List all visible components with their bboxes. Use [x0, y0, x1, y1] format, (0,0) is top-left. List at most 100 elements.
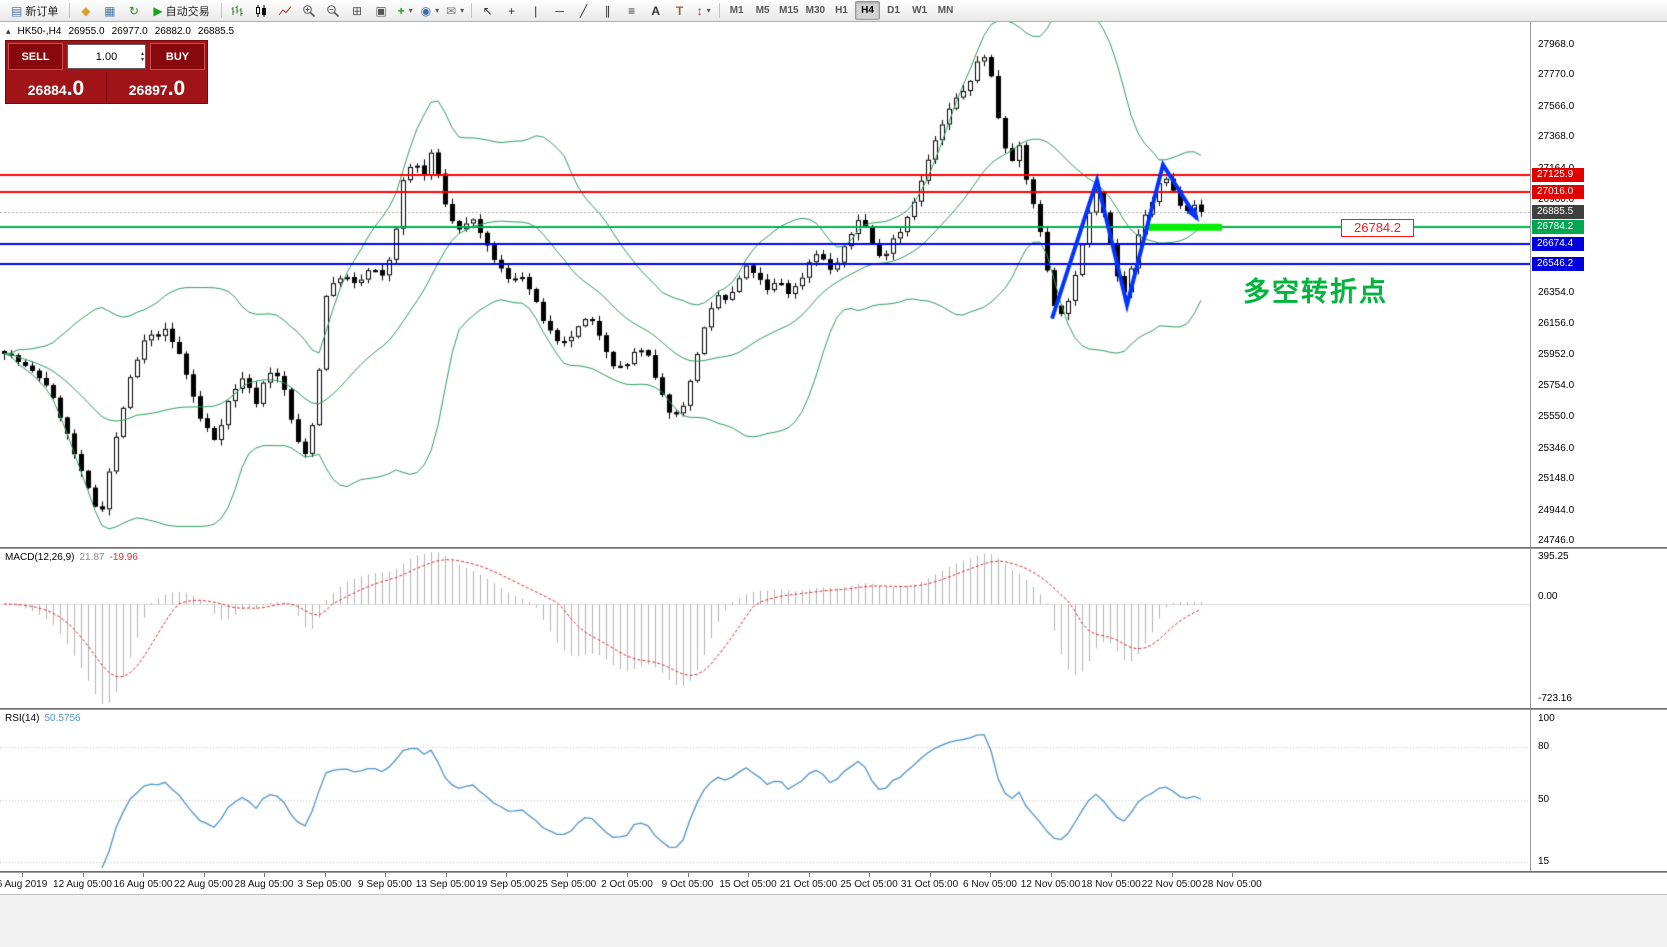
timeframe-h1[interactable]: H1 — [835, 5, 848, 16]
indicators-button[interactable]: + ▾ — [394, 1, 417, 20]
text-label-button[interactable]: T — [668, 1, 691, 20]
vertical-line-button[interactable]: | — [524, 1, 547, 20]
text-button[interactable]: A — [644, 1, 667, 20]
horizontal-line-button[interactable]: ─ — [548, 1, 571, 20]
market-watch-button[interactable]: ▦ — [98, 1, 121, 20]
bar-chart-icon — [230, 4, 244, 18]
time-axis-tick — [82, 873, 84, 877]
time-axis-tick — [445, 873, 447, 877]
price-badge: 26546.2 — [1532, 256, 1584, 271]
time-axis-label: 12 Aug 05:00 — [53, 879, 112, 890]
zoom-in-button[interactable] — [298, 1, 321, 20]
panel-separator[interactable] — [0, 547, 1667, 549]
volume-down-icon[interactable]: ▾ — [140, 56, 144, 63]
timeframe-w1[interactable]: W1 — [912, 5, 928, 16]
cursor-button[interactable]: ↖ — [476, 1, 499, 20]
time-axis-label: 16 Aug 05:00 — [113, 879, 173, 890]
dropdown-caret-icon: ▾ — [460, 6, 465, 15]
rsi-axis-label: 15 — [1538, 855, 1550, 867]
price-axis-label: 25754.0 — [1538, 379, 1575, 391]
symbol-period: HK50-,H4 — [17, 26, 62, 37]
time-axis-label: 6 Nov 05:00 — [963, 879, 1017, 890]
price-axis-label: 26960.0 — [1538, 194, 1575, 206]
one-click-collapse-icon[interactable]: ▴ — [6, 26, 11, 36]
autotrading-button[interactable]: ▶ 自动交易 — [146, 1, 216, 20]
price-badge: 27125.9 — [1532, 167, 1584, 182]
time-axis-tick — [808, 873, 810, 877]
timeframe-m1[interactable]: M1 — [729, 5, 744, 16]
timeframe-m30[interactable]: M30 — [805, 5, 826, 16]
macd-signal-value: -19.96 — [109, 552, 138, 563]
status-area — [0, 894, 1667, 947]
new-order-button[interactable]: ▤ 新订单 — [4, 1, 65, 20]
tile-windows-button[interactable]: ⊞ — [346, 1, 369, 20]
time-axis-label: 12 Nov 05:00 — [1020, 879, 1081, 890]
time-axis-tick — [203, 873, 205, 877]
price-badge: 27016.0 — [1532, 184, 1584, 199]
rsi-axis-label: 80 — [1538, 741, 1550, 753]
time-axis-tick — [22, 873, 23, 877]
time-axis-tick — [1111, 873, 1112, 877]
timeframe-m5[interactable]: M5 — [755, 5, 770, 16]
price-axis-label: 27368.0 — [1538, 131, 1575, 143]
sell-price[interactable]: 26884.0 — [6, 72, 107, 103]
buy-button[interactable]: BUY — [150, 43, 205, 70]
navigator-button[interactable]: ◉ ▾ — [418, 1, 443, 20]
crosshair-button[interactable]: + — [500, 1, 523, 20]
timeframe-mn[interactable]: MN — [937, 5, 954, 16]
one-click-trading-panel: SELL 1.00 ▴ ▾ BUY 26884.0 26897.0 — [5, 40, 208, 104]
dropdown-caret-icon: ▾ — [408, 6, 413, 15]
trendline-button[interactable]: ╱ — [572, 1, 595, 20]
price-axis-label: 25148.0 — [1538, 473, 1575, 485]
timeframe-m15[interactable]: M15 — [779, 5, 799, 16]
time-axis-label: 3 Sep 05:00 — [297, 879, 352, 890]
volume-field[interactable]: 1.00 ▴ ▾ — [67, 44, 146, 69]
price-axis-label: 25346.0 — [1538, 442, 1575, 454]
time-axis-tick — [929, 873, 931, 877]
candlestick-chart-button[interactable] — [250, 1, 273, 20]
tile-windows-icon: ⊞ — [352, 3, 363, 18]
price-badge: 26784.2 — [1532, 220, 1584, 235]
arrows-button[interactable]: ↕ ▾ — [692, 1, 715, 20]
close-value: 26885.5 — [197, 26, 235, 37]
cascade-windows-button[interactable]: ▣ — [370, 1, 393, 20]
time-axis[interactable]: 6 Aug 2019 12 Aug 05:00 16 Aug 05:00 22 Aug… — [0, 873, 1667, 894]
time-axis-label: 25 Oct 05:00 — [840, 879, 898, 890]
timeframe-d1[interactable]: D1 — [887, 5, 900, 16]
line-chart-button[interactable] — [274, 1, 297, 20]
zoom-out-button[interactable] — [322, 1, 345, 20]
templates-button[interactable]: ✉ ▾ — [443, 1, 467, 20]
price-axis[interactable]: 27968.027770.027566.027368.027164.026960… — [1530, 22, 1667, 894]
fibonacci-button[interactable]: ≡ — [620, 1, 643, 20]
toolbar-separator — [220, 3, 222, 18]
price-label-box[interactable]: 26784.2 — [1341, 219, 1414, 237]
macd-axis-label: 395.25 — [1538, 551, 1569, 562]
candlestick-chart-icon — [254, 4, 268, 18]
time-axis-label: 19 Sep 05:00 — [476, 879, 536, 890]
text-label-icon: T — [675, 3, 684, 18]
volume-value: 1.00 — [95, 50, 118, 63]
bar-chart-button[interactable] — [226, 1, 249, 20]
metaeditor-button[interactable]: ◆ — [74, 1, 97, 20]
equidistant-channel-button[interactable]: ∥ — [596, 1, 619, 20]
timeframe-h4[interactable]: H4 — [855, 1, 881, 20]
main-chart-canvas[interactable] — [0, 22, 1530, 547]
time-axis-tick — [1050, 873, 1052, 877]
macd-canvas[interactable] — [0, 549, 1530, 708]
strategy-tester-button[interactable]: ↻ — [122, 1, 145, 20]
volume-up-icon[interactable]: ▴ — [140, 50, 144, 57]
toolbar-separator — [69, 3, 71, 18]
rsi-axis-label: 50 — [1538, 794, 1550, 805]
time-axis-label: 2 Oct 05:00 — [601, 879, 653, 890]
panel-separator[interactable] — [0, 871, 1667, 873]
sell-button[interactable]: SELL — [8, 43, 63, 70]
time-axis-tick — [143, 873, 144, 877]
panel-separator[interactable] — [0, 708, 1667, 710]
time-axis-label: 9 Sep 05:00 — [358, 879, 412, 890]
annotation-text[interactable]: 多空转折点 — [1243, 277, 1388, 307]
price-axis-label: 26354.0 — [1538, 287, 1575, 299]
buy-price[interactable]: 26897.0 — [128, 77, 186, 100]
time-axis-label: 28 Aug 05:00 — [234, 879, 294, 890]
rsi-canvas[interactable] — [0, 710, 1530, 871]
macd-name: MACD(12,26,9) — [5, 552, 75, 563]
